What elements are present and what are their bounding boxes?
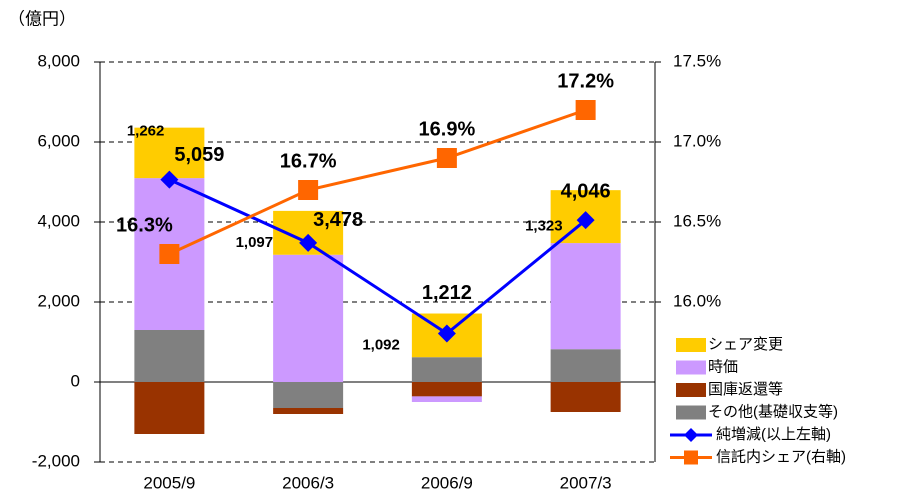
bar-segment [550, 243, 621, 350]
legend-label: その他(基礎収支等) [708, 402, 838, 420]
bar-segment [134, 330, 205, 382]
legend-swatch [676, 405, 706, 420]
x-tick-label: 2007/3 [560, 473, 612, 492]
legend-swatch [676, 383, 706, 397]
bar-segment [273, 408, 344, 414]
bar-segment [273, 382, 344, 408]
share-label: 16.7% [280, 150, 337, 172]
marker [575, 100, 596, 120]
bar-segment [134, 127, 205, 179]
x-tick-label: 2005/9 [143, 473, 195, 492]
y2-tick-label: 16.0% [673, 291, 721, 310]
bar-value-label: 1,262 [127, 123, 165, 140]
marker [436, 148, 457, 168]
share-label: 16.9% [419, 118, 476, 140]
y-tick-label: 6,000 [37, 131, 80, 150]
y-tick-label: 4,000 [37, 211, 80, 230]
y2-tick-label: 17.5% [673, 51, 721, 70]
net-label: 1,212 [422, 282, 472, 304]
marker [298, 180, 319, 200]
y2-tick-label: 17.0% [673, 131, 721, 150]
bar-segment [411, 357, 482, 382]
bar-segment [550, 349, 621, 382]
legend-marker [684, 428, 698, 442]
x-tick-label: 2006/3 [282, 473, 334, 492]
legend-marker [684, 450, 698, 465]
y-tick-label: 2,000 [37, 291, 80, 310]
legend-label: シェア変更 [708, 336, 783, 353]
net-label: 4,046 [561, 180, 611, 202]
bar-segment [550, 382, 621, 412]
share-label: 16.3% [116, 214, 173, 236]
y-tick-label: 0 [71, 371, 80, 390]
net-label: 3,478 [313, 209, 363, 231]
legend-label: 純増減(以上左軸) [716, 426, 831, 443]
marker [437, 324, 456, 343]
y2-tick-label: 16.5% [673, 211, 721, 230]
marker [299, 233, 318, 252]
y-tick-label: 8,000 [37, 51, 80, 70]
x-tick-label: 2006/9 [421, 473, 473, 492]
bar-value-label: 1,323 [525, 218, 563, 235]
bar-segment [134, 382, 205, 434]
marker [160, 170, 179, 189]
legend-swatch [676, 360, 706, 375]
y-tick-label: -2,000 [32, 451, 80, 470]
net-label: 5,059 [174, 144, 224, 166]
marker [576, 211, 595, 230]
bar-value-label: 1,092 [362, 336, 400, 353]
bar-segment [411, 382, 482, 397]
bar-value-label: 1,097 [236, 234, 274, 251]
legend-label: 信託内シェア(右軸) [716, 448, 846, 465]
legend-swatch [676, 338, 706, 352]
legend-label: 国庫返還等 [708, 380, 783, 398]
share-label: 17.2% [557, 70, 614, 92]
line [168, 108, 587, 256]
bar-segment [411, 396, 482, 402]
line [168, 178, 587, 336]
y-unit-label: （億円） [8, 9, 76, 28]
bar-segment [273, 254, 344, 382]
legend-label: 時価 [708, 358, 738, 375]
marker [159, 244, 180, 264]
